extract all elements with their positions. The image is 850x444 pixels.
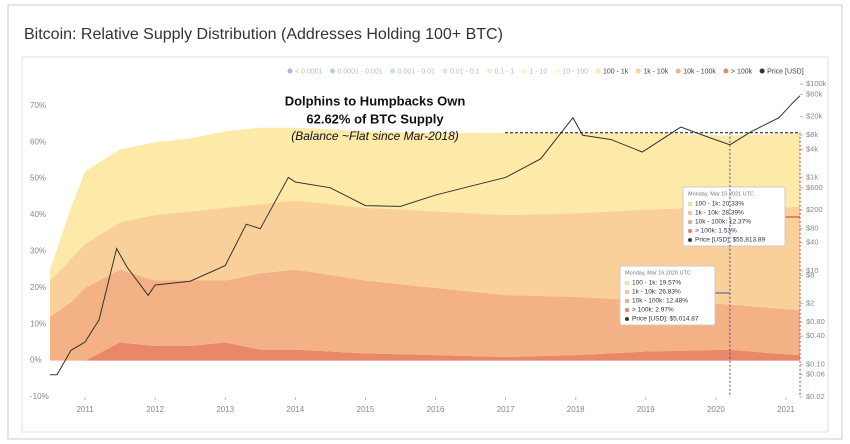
y2-tick-label: $40 <box>806 238 819 247</box>
tooltip-line: 100 - 1k: 19.57% <box>632 280 681 287</box>
tooltip-line: 100 - 1k: 20.33% <box>695 201 744 208</box>
price-line <box>50 95 801 376</box>
y2-tick-label: $100k <box>806 79 827 88</box>
legend-label: Price [USD] <box>767 68 804 75</box>
tooltip-dot <box>624 298 630 304</box>
area-layer <box>50 269 800 361</box>
tooltip-line: > 100k: 1.53% <box>695 228 737 235</box>
legend-swatch <box>390 68 396 74</box>
y-tick-label: 40% <box>30 210 46 219</box>
area-layer <box>50 200 800 317</box>
y2-tick-label: $10 <box>806 266 819 275</box>
y-tick-label: 30% <box>30 247 46 256</box>
area-layer <box>50 342 800 361</box>
y2-tick-label: $600 <box>806 183 823 192</box>
legend-label: 0.1 - 1 <box>495 68 515 75</box>
tooltip-dot <box>687 237 693 243</box>
tooltip-box <box>682 186 786 247</box>
x-tick-label: 2019 <box>637 405 655 414</box>
x-tick-label: 2014 <box>286 405 304 414</box>
legend-swatch <box>675 68 681 74</box>
legend-label: 0.01 - 0.1 <box>450 68 480 75</box>
y2-tick-label: $1k <box>806 172 818 181</box>
legend-swatch <box>287 68 293 74</box>
y2-tick-label: $8 <box>806 270 814 279</box>
legend-label: 100 - 1k <box>603 68 629 75</box>
tooltip-dot <box>624 289 630 295</box>
area-layer <box>50 127 800 281</box>
legend-label: > 100k <box>731 68 753 75</box>
tooltip-dot <box>624 280 630 286</box>
tooltip-box <box>619 265 716 326</box>
y2-tick-label: $60k <box>806 89 823 98</box>
tooltip-line: > 100k: 2.97% <box>632 307 674 314</box>
y-tick-label: 60% <box>30 137 46 146</box>
legend-swatch <box>487 68 493 74</box>
tooltip-line: 1k - 10k: 26.83% <box>632 289 681 296</box>
x-tick-label: 2021 <box>777 405 795 414</box>
legend-swatch <box>554 68 560 74</box>
tooltip-date: Monday, Mar 16 2020 UTC <box>625 270 691 276</box>
x-tick-label: 2017 <box>497 405 515 414</box>
tooltip-line: Price [USD]: $5,014.87 <box>632 316 699 323</box>
x-tick-label: 2018 <box>567 405 585 414</box>
y-tick-label: 50% <box>30 174 46 183</box>
tooltip-date: Monday, Mar 15 2021 UTC <box>688 191 754 197</box>
y2-tick-label: $200 <box>806 205 823 214</box>
y2-tick-label: $20k <box>806 112 823 121</box>
legend-label: 1k - 10k <box>643 68 668 75</box>
tooltip-dot <box>687 228 693 234</box>
tooltip-line: 1k - 10k: 28.39% <box>695 210 744 217</box>
chart-title: Bitcoin: Relative Supply Distribution (A… <box>24 26 503 43</box>
y2-tick-label: $80 <box>806 224 819 233</box>
tooltip-line: Price [USD]: $55,813.89 <box>695 237 765 244</box>
annotation-headline: Dolphins to Humpbacks Own <box>285 93 466 108</box>
y-tick-label: 10% <box>30 319 46 328</box>
y-tick-label: 20% <box>30 283 46 292</box>
x-tick-label: 2020 <box>707 405 725 414</box>
y-tick-label: 0% <box>30 356 42 365</box>
tooltip-dot <box>624 307 630 313</box>
legend-label: 10k - 100k <box>683 68 716 75</box>
legend-swatch <box>521 68 527 74</box>
y2-tick-label: $8k <box>806 130 818 139</box>
legend-swatch <box>723 68 729 74</box>
y2-tick-label: $0.02 <box>806 392 825 401</box>
annotation-subline: (Balance ~Flat since Mar-2018) <box>291 129 459 143</box>
y-tick-label: 70% <box>30 101 46 110</box>
tooltip-line: 10k - 100k: 12.48% <box>632 298 688 305</box>
x-tick-label: 2012 <box>146 405 164 414</box>
x-tick-label: 2016 <box>427 405 445 414</box>
legend-swatch <box>595 68 601 74</box>
legend-label: 10 - 100 <box>562 68 588 75</box>
y2-tick-label: $0.40 <box>806 331 825 340</box>
tooltip-dot <box>687 219 693 225</box>
legend-label: < 0.0001 <box>295 68 323 75</box>
legend-label: 0.0001 - 0.001 <box>337 68 382 75</box>
annotation-headline: 62.62% of BTC Supply <box>306 111 444 126</box>
legend-swatch <box>759 68 765 74</box>
y2-tick-label: $2 <box>806 299 814 308</box>
x-tick-label: 2013 <box>216 405 234 414</box>
y2-tick-label: $0.80 <box>806 317 825 326</box>
tooltip-dot <box>687 210 693 216</box>
legend-label: 0.001 - 0.01 <box>398 68 435 75</box>
y2-tick-label: $0.06 <box>806 370 825 379</box>
y2-tick-label: $4k <box>806 144 818 153</box>
legend-swatch <box>329 68 335 74</box>
tooltip-dot <box>624 316 630 322</box>
x-tick-label: 2015 <box>357 405 375 414</box>
tooltip-dot <box>687 201 693 207</box>
y-tick-label: -10% <box>30 392 49 401</box>
legend-label: 1 - 10 <box>529 68 547 75</box>
legend-swatch <box>442 68 448 74</box>
y2-tick-label: $0.10 <box>806 359 825 368</box>
legend-swatch <box>635 68 641 74</box>
tooltip-line: 10k - 100k: 12.37% <box>695 219 751 226</box>
x-tick-label: 2011 <box>76 405 94 414</box>
